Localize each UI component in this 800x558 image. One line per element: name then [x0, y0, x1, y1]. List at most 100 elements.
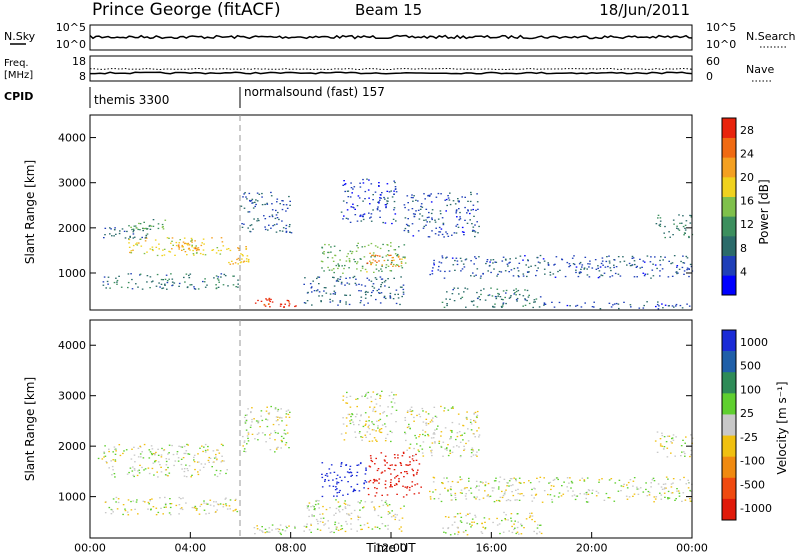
power-cell	[358, 197, 361, 199]
power-cell	[331, 269, 333, 271]
power-cell	[670, 262, 672, 265]
power-cell	[360, 290, 362, 292]
power-cell	[162, 287, 165, 289]
power-cell	[316, 277, 318, 280]
velocity-cell	[388, 395, 391, 397]
velocity-cell	[406, 449, 408, 451]
velocity-cell	[207, 445, 209, 448]
power-cell	[404, 257, 406, 259]
velocity-cell	[387, 406, 389, 408]
power-cell	[269, 306, 271, 308]
velocity-cell	[384, 525, 387, 527]
power-cell	[379, 247, 382, 250]
power-cell	[348, 283, 351, 285]
power-cell	[133, 225, 136, 227]
velocity-cell	[412, 460, 415, 462]
power-cell	[376, 208, 379, 210]
power-cell	[268, 298, 270, 300]
power-cell	[171, 240, 173, 242]
velocity-cell	[342, 417, 344, 419]
power-cell	[384, 204, 387, 206]
power-cell	[504, 270, 507, 272]
velocity-cell	[347, 504, 349, 506]
velocity-cell	[372, 408, 375, 410]
power-cell	[528, 271, 530, 273]
velocity-cell	[562, 493, 565, 495]
power-cell	[388, 286, 390, 288]
power-cell	[242, 196, 244, 198]
velocity-cell	[396, 483, 398, 486]
velocity-cell	[690, 500, 693, 502]
velocity-cell	[103, 452, 106, 454]
velocity-cell	[350, 512, 353, 514]
power-cell	[330, 251, 332, 253]
power-cell	[311, 304, 313, 306]
power-cell	[455, 210, 458, 212]
power-cell	[655, 305, 657, 308]
velocity-cell	[608, 479, 611, 481]
power-cell	[469, 200, 472, 203]
velocity-cell	[345, 402, 347, 404]
power-cell	[327, 256, 329, 259]
power-cell	[407, 224, 409, 227]
power-cell	[380, 197, 382, 199]
power-cell	[389, 292, 392, 295]
power-cell	[594, 259, 597, 261]
power-cell	[256, 220, 258, 222]
power-cell	[467, 200, 469, 202]
velocity-cell	[272, 423, 275, 426]
velocity-cell	[499, 476, 502, 478]
power-cell	[470, 191, 472, 194]
velocity-cell	[275, 448, 278, 450]
velocity-cell	[435, 416, 438, 418]
velocity-cell	[143, 469, 145, 471]
velocity-cell	[478, 449, 480, 451]
velocity-cell	[225, 497, 227, 499]
velocity-cell	[394, 484, 396, 486]
velocity-cell	[198, 513, 201, 515]
velocity-cell	[473, 521, 475, 523]
velocity-cell	[221, 455, 223, 457]
power-cell	[492, 262, 494, 264]
velocity-cell	[680, 445, 683, 447]
power-cell	[557, 270, 559, 273]
power-cell	[369, 203, 371, 205]
power-cell	[184, 251, 187, 253]
velocity-cell	[335, 499, 337, 501]
power-cell	[334, 254, 336, 256]
power-cell	[126, 230, 128, 233]
power-cell	[580, 268, 582, 270]
velocity-cell	[130, 458, 133, 460]
power-cell	[441, 301, 444, 303]
power-cell	[412, 213, 415, 215]
velocity-cell	[280, 447, 282, 449]
velocity-cell	[106, 462, 108, 464]
power-cell	[275, 209, 277, 212]
power-cell	[472, 304, 475, 306]
velocity-cell	[672, 478, 675, 480]
power-cell	[386, 244, 388, 246]
power-cell	[328, 244, 330, 246]
power-cell	[433, 262, 435, 264]
power-cell	[537, 267, 539, 269]
power-cell	[467, 209, 469, 211]
velocity-cell	[349, 422, 352, 425]
velocity-cell	[178, 513, 180, 515]
velocity-cell	[463, 449, 465, 451]
velocity-cell	[415, 453, 417, 456]
power-cell	[578, 272, 581, 275]
power-cell	[472, 272, 474, 274]
power-cell	[370, 183, 373, 185]
power-cell	[675, 303, 678, 306]
velocity-cell	[427, 433, 429, 436]
velocity-cell	[404, 433, 407, 435]
velocity-cell	[125, 449, 128, 451]
power-cell	[472, 229, 474, 231]
velocity-cell	[318, 500, 320, 502]
velocity-cell	[225, 503, 227, 505]
power-cell	[276, 201, 278, 203]
velocity-cell	[651, 479, 654, 481]
power-cell	[381, 264, 383, 266]
power-cell	[443, 306, 446, 308]
power-cell	[181, 249, 183, 251]
